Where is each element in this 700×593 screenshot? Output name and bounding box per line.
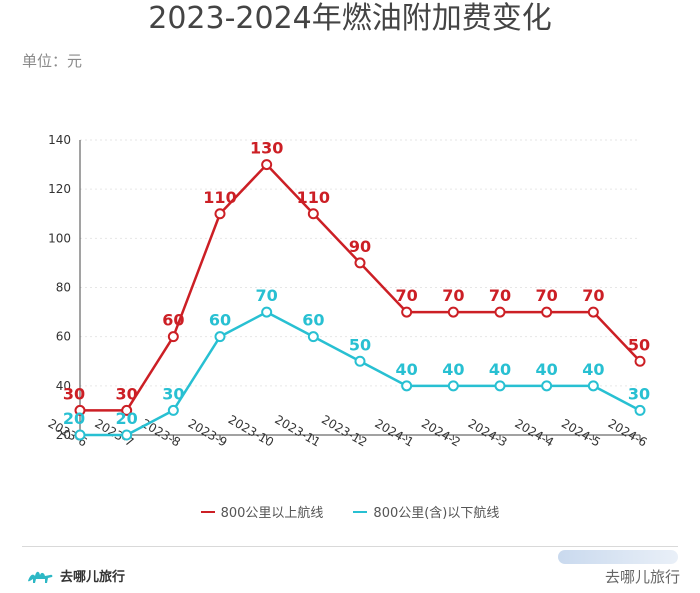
data-point: [261, 159, 273, 171]
footer-divider: [22, 546, 678, 547]
camel-icon: [28, 571, 53, 583]
data-point: [494, 306, 506, 318]
watermark-stamp: [558, 550, 678, 564]
data-point: [447, 380, 459, 392]
x-tick-label: 2023-8: [139, 416, 183, 449]
data-point: [541, 306, 553, 318]
x-tick-label: 2023-9: [186, 416, 230, 449]
data-point: [401, 306, 413, 318]
data-label: 40: [582, 360, 604, 379]
data-label: 40: [536, 360, 558, 379]
data-label: 50: [628, 335, 650, 354]
data-point: [167, 331, 179, 343]
data-point: [261, 306, 273, 318]
data-point: [214, 331, 226, 343]
data-label: 30: [628, 384, 650, 403]
y-tick-label: 80: [56, 281, 71, 295]
data-label: 60: [162, 311, 184, 330]
data-label: 40: [396, 360, 418, 379]
data-point: [214, 208, 226, 220]
brand-left: 去哪儿旅行: [26, 566, 125, 585]
data-label: 70: [442, 286, 464, 305]
data-label: 90: [349, 237, 371, 256]
data-label: 30: [162, 384, 184, 403]
data-label: 110: [203, 188, 236, 207]
data-label: 40: [489, 360, 511, 379]
data-point: [634, 404, 646, 416]
data-label: 60: [302, 311, 324, 330]
x-tick-label: 2024-1: [372, 416, 416, 449]
brand-right: 去哪儿旅行: [604, 568, 680, 586]
data-label: 40: [442, 360, 464, 379]
data-label: 130: [250, 139, 283, 158]
data-point: [447, 306, 459, 318]
x-tick-label: 2023-12: [319, 412, 369, 449]
data-label: 20: [63, 409, 85, 428]
chart-title: 2023-2024年燃油附加费变化: [148, 1, 552, 36]
data-label: 110: [297, 188, 330, 207]
data-point: [74, 429, 86, 441]
data-point: [587, 306, 599, 318]
y-tick-label: 100: [48, 231, 71, 245]
data-point: [121, 404, 133, 416]
data-label: 70: [489, 286, 511, 305]
data-point: [167, 404, 179, 416]
x-tick-label: 2024-5: [559, 416, 603, 449]
x-tick-label: 2024-4: [512, 416, 556, 449]
data-label: 60: [209, 311, 231, 330]
data-point: [634, 355, 646, 367]
data-label: 30: [116, 384, 138, 403]
y-tick-label: 60: [56, 330, 71, 344]
data-point: [354, 355, 366, 367]
x-tick-label: 2024-6: [606, 416, 650, 449]
data-label: 70: [536, 286, 558, 305]
data-label: 70: [256, 286, 278, 305]
legend-item: 800公里(含)以下航线: [353, 502, 499, 521]
legend-swatch: [353, 510, 368, 513]
x-tick-label: 2024-3: [466, 416, 510, 449]
chart-legend: 800公里以上航线 800公里(含)以下航线: [0, 502, 700, 521]
y-tick-label: 140: [48, 133, 71, 147]
data-label: 70: [582, 286, 604, 305]
data-label: 20: [116, 409, 138, 428]
y-tick-label: 20: [56, 428, 71, 442]
data-point: [74, 404, 86, 416]
data-label: 30: [63, 384, 85, 403]
data-point: [307, 208, 319, 220]
brand-left-text: 去哪儿旅行: [60, 570, 126, 585]
legend-label: 800公里(含)以下航线: [373, 506, 500, 521]
y-tick-label: 40: [56, 379, 71, 393]
x-tick-label: 2023-11: [272, 412, 322, 449]
legend-item: 800公里以上航线: [200, 502, 324, 521]
data-label: 70: [396, 286, 418, 305]
data-point: [587, 380, 599, 392]
data-point: [354, 257, 366, 269]
data-label: 50: [349, 335, 371, 354]
x-tick-label: 2024-2: [419, 416, 463, 449]
legend-swatch: [200, 510, 215, 513]
x-tick-label: 2023-10: [226, 412, 276, 449]
data-point: [494, 380, 506, 392]
unit-label: 单位：元: [22, 52, 83, 70]
legend-label: 800公里以上航线: [220, 506, 324, 521]
data-point: [121, 429, 133, 441]
data-point: [541, 380, 553, 392]
data-point: [307, 331, 319, 343]
data-point: [401, 380, 413, 392]
y-tick-label: 120: [48, 182, 71, 196]
